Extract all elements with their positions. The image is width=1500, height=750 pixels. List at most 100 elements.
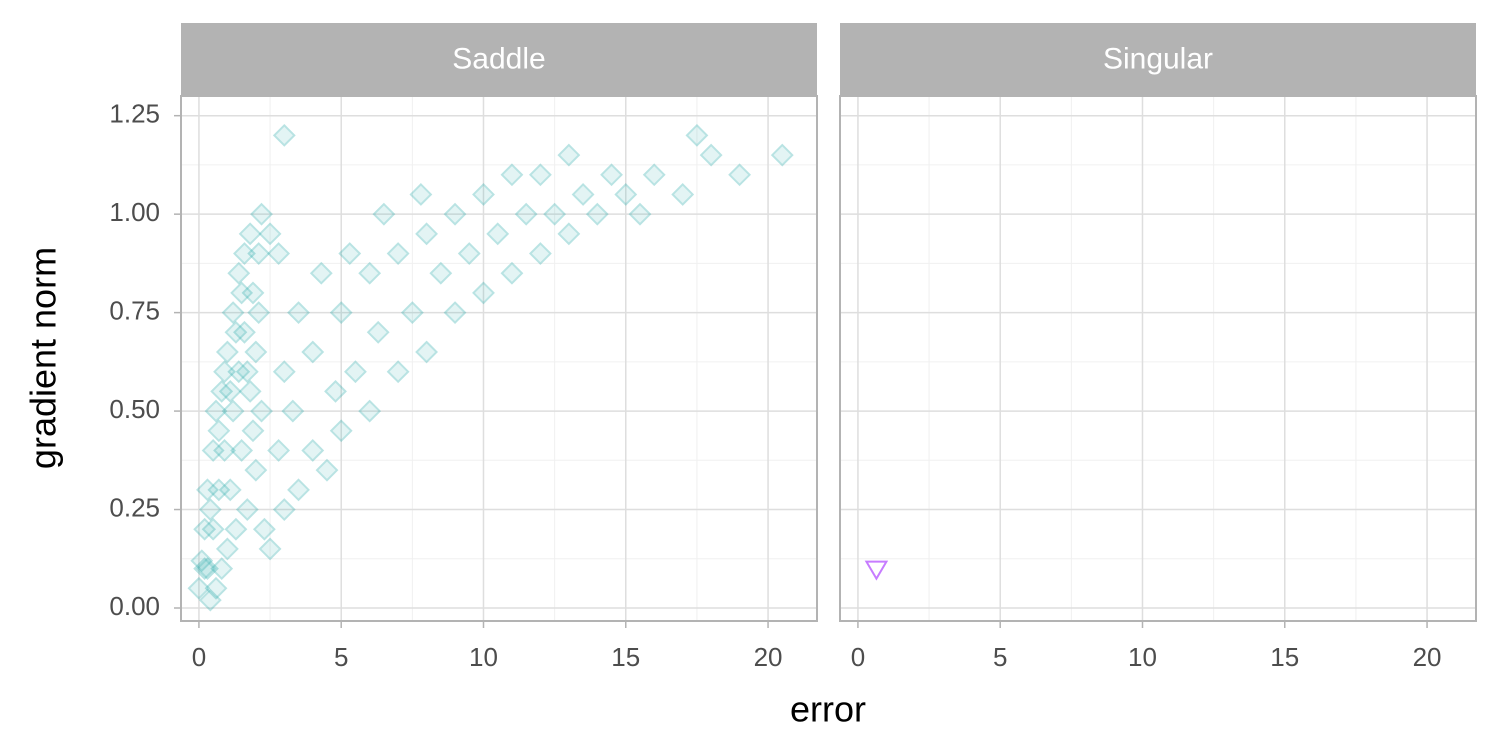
point — [543, 202, 567, 226]
x-tick-label: 20 — [1413, 642, 1442, 672]
point — [204, 399, 228, 423]
point — [770, 143, 794, 167]
point — [233, 242, 256, 265]
point — [190, 549, 214, 573]
point — [201, 517, 225, 541]
point — [500, 261, 524, 285]
point — [198, 498, 222, 521]
point — [329, 301, 353, 325]
point — [571, 183, 595, 206]
point — [267, 242, 291, 265]
point — [250, 399, 273, 423]
point — [685, 123, 709, 147]
point — [241, 419, 265, 443]
point — [247, 242, 271, 265]
point — [230, 281, 254, 305]
point — [671, 183, 695, 206]
point — [258, 537, 282, 561]
point — [585, 202, 609, 226]
point — [218, 379, 242, 403]
x-tick-label: 20 — [754, 642, 783, 672]
point — [528, 163, 552, 187]
panel-border — [180, 95, 818, 622]
point — [233, 320, 256, 344]
x-tick-label: 10 — [469, 642, 498, 672]
point — [207, 419, 231, 443]
y-tick-label: 0.75 — [109, 295, 160, 325]
point — [358, 399, 382, 423]
point — [258, 222, 282, 246]
strip-label: Saddle — [452, 42, 545, 75]
point — [409, 183, 433, 206]
point — [344, 360, 367, 384]
point — [235, 498, 259, 521]
point — [443, 202, 467, 226]
point — [728, 163, 752, 187]
point — [201, 439, 225, 462]
point — [215, 537, 239, 561]
point — [250, 202, 273, 226]
y-tick-label: 0.00 — [109, 591, 160, 621]
point — [224, 320, 248, 344]
point — [642, 163, 666, 187]
point — [238, 379, 262, 403]
point — [215, 340, 239, 364]
point — [415, 340, 438, 364]
point — [443, 301, 467, 325]
point — [204, 576, 228, 600]
point — [193, 557, 217, 581]
point — [287, 301, 310, 325]
point — [196, 478, 219, 502]
point — [864, 560, 889, 581]
point — [600, 163, 623, 187]
panel-border — [839, 95, 1477, 622]
point — [281, 399, 305, 423]
point — [198, 588, 222, 612]
x-tick-label: 10 — [1128, 642, 1157, 672]
point — [514, 202, 538, 226]
point — [196, 557, 219, 581]
y-axis-title: gradient norm — [23, 247, 64, 469]
point — [230, 439, 254, 462]
point — [213, 360, 236, 384]
point — [528, 242, 552, 265]
point — [244, 458, 268, 482]
point — [221, 399, 245, 423]
strip — [181, 23, 817, 96]
point — [272, 123, 296, 147]
y-tick-label: 0.25 — [109, 492, 160, 522]
y-tick-label: 0.50 — [109, 394, 160, 424]
x-tick-label: 15 — [1270, 642, 1299, 672]
point — [207, 478, 231, 502]
x-tick-label: 0 — [192, 642, 206, 672]
point — [244, 340, 268, 364]
point — [238, 222, 262, 246]
point — [329, 419, 353, 443]
point — [227, 360, 251, 384]
x-axis-title: error — [790, 689, 866, 730]
point — [227, 261, 251, 285]
point — [210, 557, 234, 581]
point — [241, 281, 265, 305]
point — [386, 360, 410, 384]
point — [372, 202, 396, 226]
point — [472, 281, 495, 305]
point — [486, 222, 510, 246]
point — [309, 261, 333, 285]
point — [247, 301, 271, 325]
point — [557, 143, 581, 167]
point — [221, 301, 245, 325]
point — [557, 222, 581, 246]
point — [210, 379, 234, 403]
point — [218, 478, 242, 502]
point — [187, 576, 211, 600]
point — [699, 143, 723, 167]
x-tick-label: 15 — [611, 642, 640, 672]
point — [400, 301, 424, 325]
point — [429, 261, 453, 285]
point — [358, 261, 382, 285]
point — [267, 439, 291, 462]
y-tick-label: 1.25 — [109, 99, 160, 129]
point — [301, 439, 325, 462]
